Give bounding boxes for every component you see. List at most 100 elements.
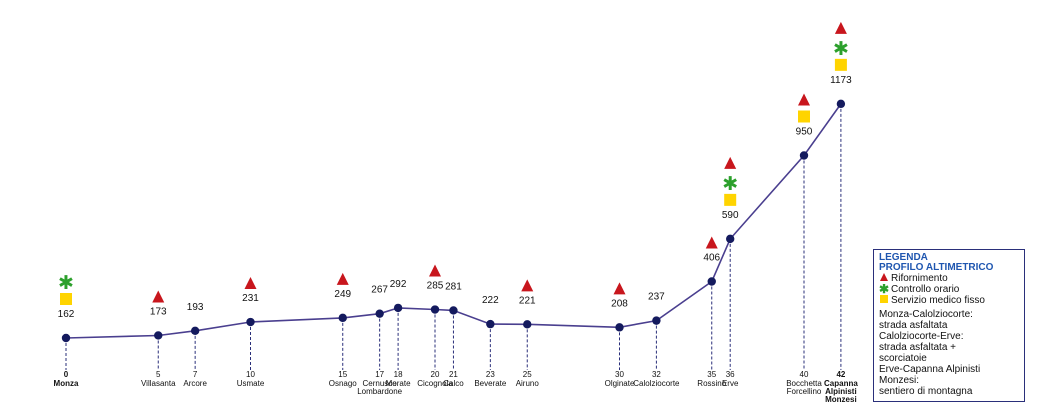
data-point (615, 323, 624, 332)
place-label: Calolziocorte (633, 379, 680, 388)
data-point (393, 303, 403, 313)
data-point (523, 320, 532, 329)
place-label: Villasanta (141, 379, 176, 388)
data-point (726, 234, 735, 244)
place-label: Rossino (697, 379, 726, 388)
asterisk-icon: ✱ (833, 38, 849, 60)
altitude-label: 1173 (830, 75, 852, 86)
triangle-icon (879, 273, 888, 281)
triangle-icon (705, 236, 718, 249)
km-label: 17 (375, 370, 384, 379)
altitude-label: 292 (390, 279, 407, 290)
data-point (430, 305, 440, 314)
route-note: strada asfaltata (879, 320, 948, 331)
altitude-label: 249 (334, 289, 351, 300)
km-label: 36 (726, 370, 735, 379)
triangle-icon (521, 279, 534, 292)
service-icons: ✱ ✱ ✱ (58, 21, 849, 305)
asterisk-icon: ✱ (879, 282, 890, 296)
altitude-label: 193 (187, 302, 204, 313)
profile-points (61, 99, 846, 343)
km-label: 10 (246, 370, 255, 379)
data-point (799, 151, 809, 160)
triangle-icon (244, 277, 257, 290)
triangle-icon (798, 93, 810, 106)
km-label: 35 (707, 370, 716, 379)
legend-item-refuel: Rifornimento (879, 273, 1019, 284)
place-label: Cernusco (363, 379, 398, 388)
place-label: Erve (722, 379, 739, 388)
square-icon (798, 110, 810, 123)
triangle-icon (429, 264, 441, 277)
place-label: Monzesi (825, 395, 857, 404)
data-point (246, 317, 255, 327)
place-label: Airuno (516, 379, 540, 388)
km-label: 18 (394, 370, 403, 379)
route-note: Monza-Calolziocorte: (879, 309, 973, 320)
place-label: Cicognola (417, 379, 453, 388)
route-note: sentiero di montagna (879, 386, 973, 397)
altitude-label: 590 (722, 210, 739, 221)
place-label: Arcore (183, 379, 207, 388)
square-icon (60, 293, 72, 305)
place-label: Capanna (824, 379, 858, 388)
place-label: Bocchetta (786, 379, 822, 388)
data-point (375, 309, 384, 318)
data-point (154, 331, 163, 340)
legend-item-label: Controllo orario (891, 284, 960, 295)
altitude-label: 281 (445, 281, 462, 292)
legend-title: LEGENDA (879, 252, 928, 263)
legend-item-time-check: ✱ Controllo orario (879, 282, 1019, 296)
data-point (652, 316, 661, 325)
triangle-icon (724, 156, 737, 169)
route-note: scorciatoie (879, 353, 927, 364)
place-label: Forcellino (787, 387, 822, 396)
route-note: Erve-Capanna Alpinisti (879, 364, 981, 375)
place-label: Osnago (329, 379, 358, 388)
data-point (338, 313, 347, 323)
route-note: Calolziocorte-Erve: (879, 331, 964, 342)
altitude-label: 221 (519, 295, 536, 306)
km-label: 32 (652, 370, 661, 379)
legend-subtitle: PROFILO ALTIMETRICO (879, 262, 994, 273)
profile-line (65, 103, 842, 339)
asterisk-icon: ✱ (58, 272, 74, 294)
place-label: Calco (443, 379, 464, 388)
data-point (61, 333, 71, 343)
altitude-label: 208 (611, 298, 628, 309)
altitude-label: 222 (482, 295, 499, 306)
km-label: 40 (800, 370, 809, 379)
km-label: 42 (836, 370, 845, 379)
triangle-icon (336, 272, 349, 285)
place-label: Monza (54, 379, 79, 388)
altitude-label: 406 (703, 252, 720, 263)
legend-item-medical: Servizio medico fisso (879, 295, 1019, 306)
triangle-icon (834, 21, 847, 34)
place-label: Lombardone (357, 387, 402, 396)
data-point (190, 326, 200, 336)
altitude-label: 285 (427, 281, 444, 292)
data-point (486, 319, 495, 329)
place-label: Olginate (605, 379, 635, 388)
km-label: 30 (615, 370, 624, 379)
square-icon (724, 193, 737, 206)
altitude-label: 237 (648, 292, 665, 303)
legend-item-label: Servizio medico fisso (891, 295, 985, 306)
place-label: Merate (386, 379, 411, 388)
km-label: 15 (338, 370, 347, 379)
legend-route-notes: Monza-Calolziocorte: strada asfaltata Ca… (879, 309, 1019, 397)
altitude-label: 267 (371, 285, 388, 296)
drop-lines (65, 103, 842, 370)
place-label: Beverate (474, 379, 507, 388)
legend-item-label: Rifornimento (891, 273, 948, 284)
altitude-label: 162 (58, 309, 75, 320)
place-label: Alpinisti (825, 387, 857, 396)
square-icon (879, 295, 888, 303)
altitude-label: 173 (150, 306, 167, 317)
km-label: 5 (156, 370, 161, 379)
square-icon (834, 58, 847, 71)
place-label: Usmate (237, 379, 265, 388)
